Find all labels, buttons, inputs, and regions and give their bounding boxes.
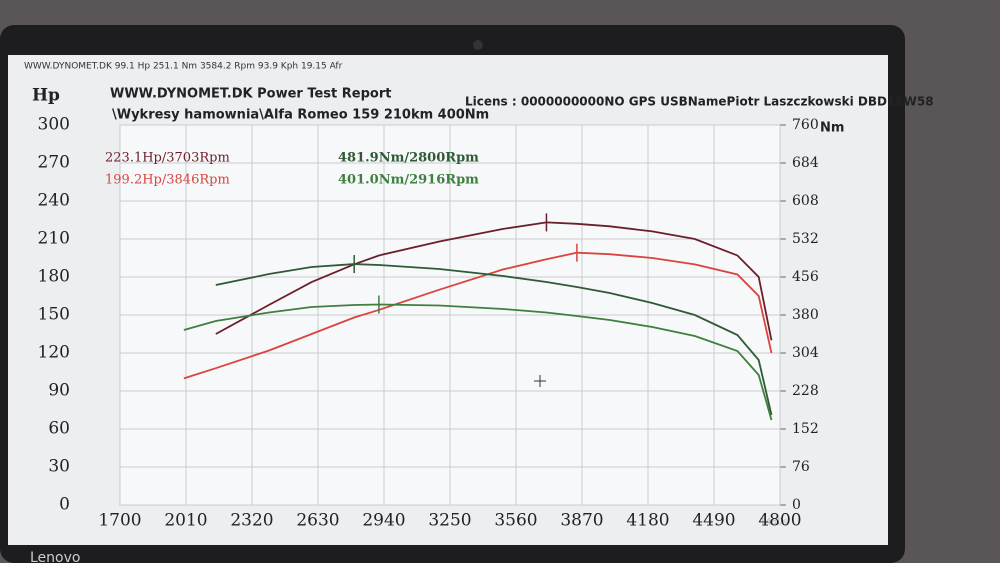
- peak-annotation: 223.1Hp/3703Rpm: [105, 151, 230, 166]
- x-tick-label: 2010: [164, 511, 207, 531]
- y2-axis-label: Nm: [820, 121, 844, 136]
- cursor: [534, 375, 546, 387]
- y-tick-label: 120: [38, 343, 70, 363]
- y2-tick-label: 684: [792, 155, 819, 171]
- y-tick-label: 0: [59, 495, 70, 515]
- y2-tick-label: 0: [792, 497, 801, 513]
- license: Licens : 0000000000NO GPS USBNamePiotr L…: [465, 95, 934, 109]
- device-model: T460s: [759, 518, 788, 528]
- webcam: [473, 40, 483, 50]
- y2-tick-label: 456: [792, 269, 819, 285]
- y-tick-label: 60: [48, 419, 70, 439]
- y2-tick-label: 532: [792, 231, 819, 247]
- x-tick-label: 2630: [296, 511, 339, 531]
- window-title: WWW.DYNOMET.DK 99.1 Hp 251.1 Nm 3584.2 R…: [24, 62, 343, 72]
- x-tick-label: 1700: [98, 511, 141, 531]
- x-tick-label: 3560: [494, 511, 537, 531]
- x-tick-label: 4800: [758, 511, 801, 531]
- y2-tick-label: 760: [792, 117, 819, 133]
- x-tick-label: 2940: [362, 511, 405, 531]
- x-tick-label: 3870: [560, 511, 603, 531]
- y2-tick-label: 76: [792, 459, 810, 475]
- y-tick-label: 30: [48, 457, 70, 477]
- subtitle: \Wykresy hamownia\Alfa Romeo 159 210km 4…: [112, 108, 489, 123]
- device-brand: Lenovo: [30, 550, 80, 563]
- y2-tick-label: 152: [792, 421, 819, 437]
- line-series: [183, 251, 773, 380]
- peak-annotation: 401.0Nm/2916Rpm: [338, 173, 479, 188]
- x-tick-label: 4490: [692, 511, 735, 531]
- y2-tick-label: 228: [792, 383, 819, 399]
- y-tick-label: 210: [38, 229, 70, 249]
- peak-annotation: 481.9Nm/2800Rpm: [338, 151, 479, 166]
- y2-tick-label: 304: [792, 345, 819, 361]
- chart-title: WWW.DYNOMET.DK Power Test Report: [110, 87, 391, 102]
- y2-tick-label: 608: [792, 193, 819, 209]
- x-tick-label: 2320: [230, 511, 273, 531]
- y-tick-label: 180: [38, 267, 70, 287]
- y-tick-label: 240: [38, 191, 70, 211]
- y-tick-label: 90: [48, 381, 70, 401]
- peak-annotation: 199.2Hp/3846Rpm: [105, 173, 230, 188]
- x-tick-label: 4180: [626, 511, 669, 531]
- y-tick-label: 150: [38, 305, 70, 325]
- y-axis-label: Hp: [32, 86, 60, 106]
- line-series: [215, 263, 773, 416]
- y2-tick-label: 380: [792, 307, 819, 323]
- y-tick-label: 300: [38, 115, 70, 135]
- x-tick-label: 3250: [428, 511, 471, 531]
- line-series: [183, 303, 773, 421]
- y-tick-label: 270: [38, 153, 70, 173]
